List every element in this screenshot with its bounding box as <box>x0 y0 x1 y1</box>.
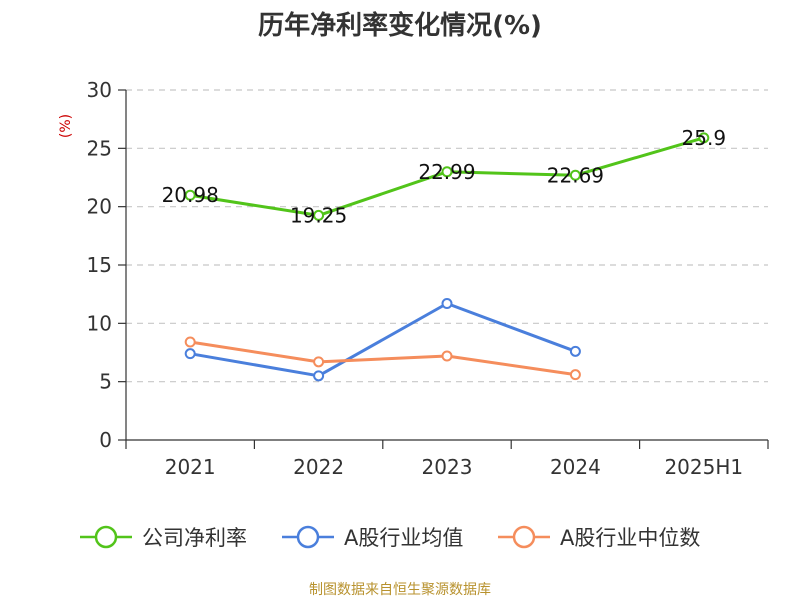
point-0-2022 <box>313 209 325 221</box>
point-2-2024 <box>569 369 581 381</box>
y-tick-label-25: 25 <box>87 136 112 160</box>
point-0-2025H1 <box>698 132 710 144</box>
legend-label-1: A股行业均值 <box>344 526 463 550</box>
x-tick-label-2024: 2024 <box>550 455 601 479</box>
point-1-2024 <box>569 345 581 357</box>
data-points <box>184 132 710 382</box>
point-2-2021 <box>184 336 196 348</box>
point-1-2021 <box>184 348 196 360</box>
y-tick-label-20: 20 <box>87 195 112 219</box>
x-tick-label-2022: 2022 <box>293 455 344 479</box>
legend: 公司净利率 A股行业均值 A股行业中位数 <box>80 525 700 550</box>
point-2-2023 <box>441 350 453 362</box>
point-0-2023 <box>441 166 453 178</box>
data-label-2022: 19.25 <box>290 203 347 227</box>
source-note: 制图数据来自恒生聚源数据库 <box>309 582 491 598</box>
series-line-2 <box>188 340 577 377</box>
y-tick-label-0: 0 <box>99 428 112 452</box>
point-0-2021 <box>184 189 196 201</box>
series-line-1 <box>188 302 577 378</box>
y-axis-label: (%) <box>58 114 74 138</box>
point-2-2022 <box>313 356 325 368</box>
x-tick-label-2023: 2023 <box>422 455 473 479</box>
chart-title: 历年净利率变化情况(%) <box>258 10 542 41</box>
x-tick-label-2021: 2021 <box>165 455 216 479</box>
y-tick-label-5: 5 <box>99 370 112 394</box>
point-1-2022 <box>313 370 325 382</box>
data-label-2024: 22.69 <box>547 163 604 187</box>
legend-marker-1 <box>296 525 320 549</box>
legend-marker-2 <box>512 525 536 549</box>
point-1-2023 <box>441 298 453 309</box>
data-labels: 20.98 19.25 22.99 22.69 25.9 <box>162 126 726 228</box>
legend-label-2: A股行业中位数 <box>560 526 700 550</box>
y-tick-label-30: 30 <box>87 78 112 102</box>
data-label-2021: 20.98 <box>162 183 219 207</box>
y-tick-label-15: 15 <box>87 253 112 277</box>
legend-label-0: 公司净利率 <box>142 526 247 550</box>
data-label-2023: 22.99 <box>418 160 475 184</box>
point-0-2024 <box>569 169 581 181</box>
legend-marker-0 <box>94 525 118 549</box>
x-tick-label-2025H1: 2025H1 <box>664 455 743 479</box>
grid-lines <box>126 89 768 383</box>
axes: 0 5 10 15 20 25 30 2021 2022 2023 2024 2025H1 <box>87 78 769 479</box>
y-tick-label-10: 10 <box>87 311 112 335</box>
data-label-2025H1: 25.9 <box>682 126 727 150</box>
